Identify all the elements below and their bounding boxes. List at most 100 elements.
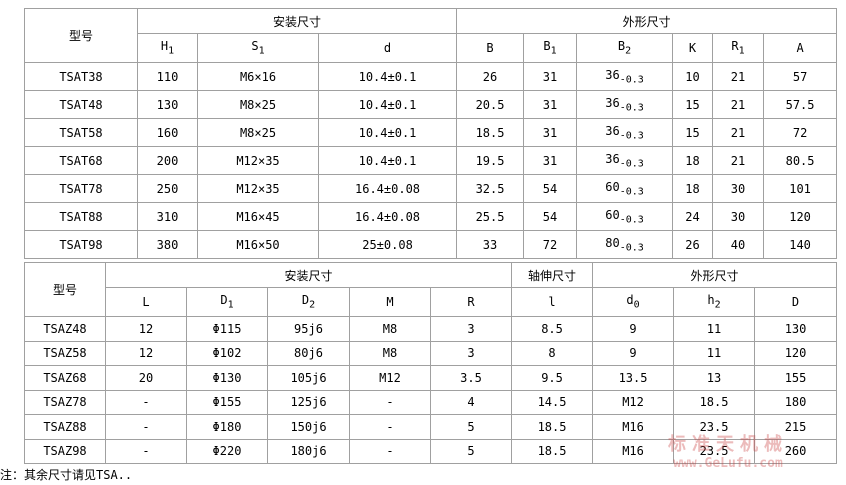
cell-text: D xyxy=(301,293,310,308)
cell: TSAT68 xyxy=(24,146,138,175)
cell: Φ102 xyxy=(186,340,268,366)
cell: 18.5 xyxy=(511,414,594,440)
cell-text: h xyxy=(707,293,715,308)
column-header: B1 xyxy=(523,33,578,63)
cell: 200 xyxy=(137,146,198,175)
cell: 26 xyxy=(672,230,714,259)
cell: 18.5 xyxy=(673,389,756,415)
cell: 260 xyxy=(754,438,838,464)
watermark-brand: 标准天机械 xyxy=(668,434,788,455)
header-group: 外形尺寸 xyxy=(456,8,838,34)
cell-subscript: 1 xyxy=(738,45,745,57)
cell: M6×16 xyxy=(197,62,319,91)
cell-subscript: -0.3 xyxy=(619,214,644,226)
header-group: 安装尺寸 xyxy=(104,262,513,288)
cell-subscript: -0.3 xyxy=(619,158,644,170)
cell: TSAZ58 xyxy=(24,340,106,366)
cell: TSAZ68 xyxy=(24,365,106,391)
column-header: B2 xyxy=(576,33,674,63)
cell-text: S xyxy=(251,39,259,54)
cell: 180 xyxy=(754,389,838,415)
cell-text: B xyxy=(617,39,626,54)
cell: 95j6 xyxy=(267,316,350,342)
cell: 54 xyxy=(523,174,578,203)
cell: 130 xyxy=(137,90,198,119)
cell: 16.4±0.08 xyxy=(317,202,458,231)
cell: 80-0.3 xyxy=(576,230,674,259)
cell: TSAT88 xyxy=(24,202,138,231)
cell: 26 xyxy=(456,62,525,91)
cell: M16×50 xyxy=(197,230,319,259)
cell: 20 xyxy=(105,365,187,391)
cell: M12×35 xyxy=(197,174,319,203)
cell: 23.5 xyxy=(673,414,756,440)
cell: 10.4±0.1 xyxy=(317,146,458,175)
cell-subscript: 2 xyxy=(309,299,316,311)
cell: 120 xyxy=(763,202,838,231)
cell-text: H xyxy=(160,39,169,54)
cell: 72 xyxy=(523,230,578,259)
cell: 3.5 xyxy=(429,365,513,391)
cell: 31 xyxy=(523,62,578,91)
column-header: K xyxy=(672,33,714,63)
column-header: B xyxy=(456,33,525,63)
cell: 12 xyxy=(105,340,187,366)
cell-subscript: 1 xyxy=(168,45,175,57)
cell: 10.4±0.1 xyxy=(317,118,458,147)
header-group: 轴伸尺寸 xyxy=(511,262,594,288)
column-header: H1 xyxy=(137,33,198,63)
data-row: TSAT38 110 M6×16 10.4±0.1 26 31 36-0.3 10 21 57 xyxy=(24,62,838,91)
data-row: TSAZ68 20 Φ130 105j6 M12 3.5 9.5 13.5 13 155 xyxy=(24,365,838,391)
cell-text: 36 xyxy=(605,151,620,166)
cell: 10.4±0.1 xyxy=(317,62,458,91)
cell: 105j6 xyxy=(267,365,350,391)
column-header: D xyxy=(754,287,838,317)
column-header: L xyxy=(105,287,187,317)
cell: TSAZ48 xyxy=(24,316,106,342)
cell: M16×45 xyxy=(197,202,319,231)
cell: 19.5 xyxy=(456,146,525,175)
cell: 25±0.08 xyxy=(317,230,458,259)
cell: 60-0.3 xyxy=(576,202,674,231)
cell-text: 80 xyxy=(605,235,620,250)
cell: 32.5 xyxy=(456,174,525,203)
cell: 15 xyxy=(672,90,714,119)
cell: 18 xyxy=(672,174,714,203)
cell: 30 xyxy=(712,202,765,231)
cell-subscript: -0.3 xyxy=(619,130,644,142)
cell: 31 xyxy=(523,90,578,119)
cell-text: R xyxy=(731,39,739,54)
watermark: 标准天机械 www.GeLufu.com xyxy=(668,430,788,471)
cell-subscript: 1 xyxy=(550,45,557,57)
data-row: TSAT48 130 M8×25 10.4±0.1 20.5 31 36-0.3 15 21 57… xyxy=(24,90,838,119)
column-header: A xyxy=(763,33,838,63)
cell: 3 xyxy=(429,340,513,366)
data-row: TSAT78 250 M12×35 16.4±0.08 32.5 54 60-0.3 18 30… xyxy=(24,174,838,203)
table-tsat: 型号 安装尺寸 外形尺寸 H1 S1 d B B1 B2 K R1 A TSAT38 110 M6×16 10… xyxy=(24,8,838,259)
cell: M16 xyxy=(592,414,675,440)
cell: 31 xyxy=(523,146,578,175)
cell: 72 xyxy=(763,118,838,147)
cell: 20.5 xyxy=(456,90,525,119)
cell: TSAT58 xyxy=(24,118,138,147)
cell: 9 xyxy=(592,340,675,366)
cell: - xyxy=(105,438,187,464)
cell: 101 xyxy=(763,174,838,203)
cell: 12 xyxy=(105,316,187,342)
cell-text: 36 xyxy=(605,67,620,82)
cell: M8×25 xyxy=(197,90,319,119)
cell: 57 xyxy=(763,62,838,91)
cell: 9.5 xyxy=(511,365,594,391)
cell: 21 xyxy=(712,118,765,147)
cell: 36-0.3 xyxy=(576,146,674,175)
cell: 11 xyxy=(673,316,756,342)
cell: Φ115 xyxy=(186,316,268,342)
column-header: l xyxy=(511,287,594,317)
data-row: TSAZ88- Φ180 150j6-5 18.5 M16 23.5 215 xyxy=(24,414,838,440)
cell: M8 xyxy=(349,316,431,342)
cell-text: 60 xyxy=(605,179,620,194)
cell: 310 xyxy=(137,202,198,231)
data-row: TSAT58 160 M8×25 10.4±0.1 18.5 31 36-0.3 15 21 72 xyxy=(24,118,838,147)
cell: 3 xyxy=(429,316,513,342)
cell: 31 xyxy=(523,118,578,147)
